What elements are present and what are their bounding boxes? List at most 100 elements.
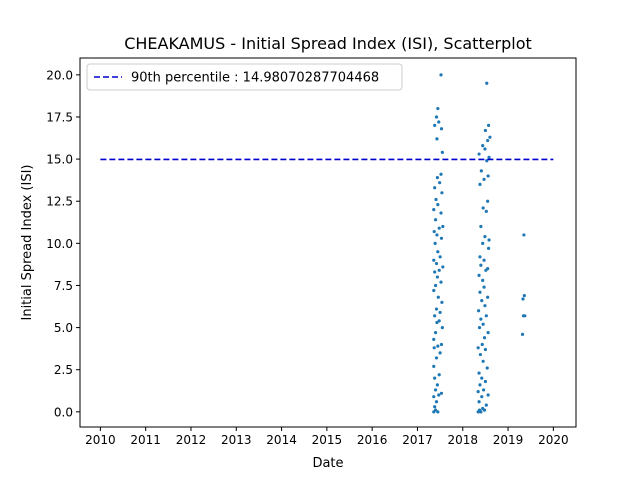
data-point	[481, 359, 485, 363]
data-point	[433, 314, 437, 318]
data-point	[478, 383, 482, 387]
data-point	[484, 314, 488, 318]
data-point	[477, 273, 481, 277]
data-point	[435, 176, 439, 180]
data-point	[522, 233, 526, 237]
data-point	[441, 224, 445, 229]
data-point	[439, 280, 443, 284]
data-point	[486, 295, 490, 299]
data-points	[432, 73, 527, 414]
data-point	[486, 199, 490, 203]
data-point	[433, 405, 437, 409]
data-point	[487, 238, 491, 242]
data-point	[433, 123, 437, 127]
y-axis-label: Initial Spread Index (ISI)	[20, 165, 35, 321]
data-point	[437, 393, 441, 397]
x-tick-label: 2010	[85, 433, 116, 447]
data-point	[440, 191, 444, 195]
data-point	[483, 235, 487, 239]
data-point	[479, 317, 483, 321]
x-tick-label: 2015	[312, 433, 343, 447]
data-point	[439, 211, 443, 215]
data-point	[479, 169, 483, 173]
plot-area-frame	[79, 57, 577, 428]
data-point	[481, 206, 485, 210]
x-tick-label: 2012	[176, 433, 207, 447]
data-point	[439, 236, 444, 240]
data-point	[483, 147, 487, 151]
data-point	[483, 128, 488, 133]
data-point	[437, 319, 441, 323]
data-point	[438, 181, 442, 185]
data-point	[479, 263, 483, 267]
legend-box	[86, 63, 403, 91]
data-point	[434, 400, 439, 404]
x-tick-label: 2018	[447, 433, 478, 447]
data-point	[436, 344, 440, 348]
data-point	[486, 123, 491, 127]
data-point	[433, 218, 438, 222]
y-tick-label: 15.0	[46, 153, 73, 167]
data-point	[438, 255, 442, 259]
data-point	[432, 395, 436, 399]
data-point	[479, 224, 483, 229]
data-point	[440, 325, 444, 330]
data-point	[434, 356, 439, 360]
y-tick-label: 20.0	[46, 68, 73, 82]
data-point	[441, 265, 445, 269]
x-tick-label: 2020	[538, 433, 569, 447]
y-tick-label: 7.5	[54, 279, 73, 293]
x-tick-label: 2014	[266, 433, 297, 447]
y-axis: 0.0 2.5 5.0 7.5 10.0 12.5 15.0 17.5 20.0	[46, 68, 80, 419]
data-point	[432, 229, 436, 234]
data-point	[476, 346, 480, 350]
data-point	[433, 270, 437, 274]
data-point	[482, 336, 487, 340]
data-point	[434, 197, 438, 202]
x-tick-label: 2013	[221, 433, 252, 447]
data-point	[432, 364, 436, 368]
data-point	[481, 278, 485, 283]
data-point	[440, 150, 444, 154]
data-point	[437, 120, 441, 124]
data-point	[435, 233, 439, 237]
data-point	[480, 342, 484, 347]
data-point	[432, 346, 436, 350]
data-point	[486, 174, 490, 178]
data-point	[484, 209, 488, 213]
data-point	[436, 202, 440, 207]
y-tick-label: 10.0	[46, 237, 73, 251]
data-point	[434, 261, 439, 266]
data-point	[483, 347, 488, 352]
y-tick-label: 12.5	[46, 195, 73, 209]
data-point	[432, 208, 436, 212]
data-point	[435, 275, 439, 279]
data-point	[432, 337, 436, 341]
data-point	[439, 73, 443, 77]
data-point	[483, 379, 488, 384]
data-point	[439, 127, 444, 131]
data-point	[432, 288, 436, 293]
data-point	[480, 299, 484, 303]
data-point	[487, 155, 491, 160]
x-tick-label: 2017	[402, 433, 433, 447]
x-tick-label: 2011	[130, 433, 161, 447]
x-tick-label: 2019	[493, 433, 524, 447]
data-point	[477, 309, 481, 313]
data-point	[436, 106, 440, 111]
data-point	[476, 390, 480, 394]
data-point	[480, 376, 484, 380]
data-point	[434, 307, 439, 311]
data-point	[435, 320, 439, 325]
data-point	[486, 138, 490, 143]
data-point	[433, 241, 437, 245]
data-point	[482, 408, 487, 412]
data-point	[434, 115, 439, 119]
data-point	[523, 314, 527, 318]
data-point	[477, 400, 481, 404]
data-point	[478, 352, 483, 357]
data-point	[478, 182, 482, 186]
data-point	[522, 293, 526, 298]
data-point	[440, 300, 444, 304]
data-point	[435, 383, 439, 387]
